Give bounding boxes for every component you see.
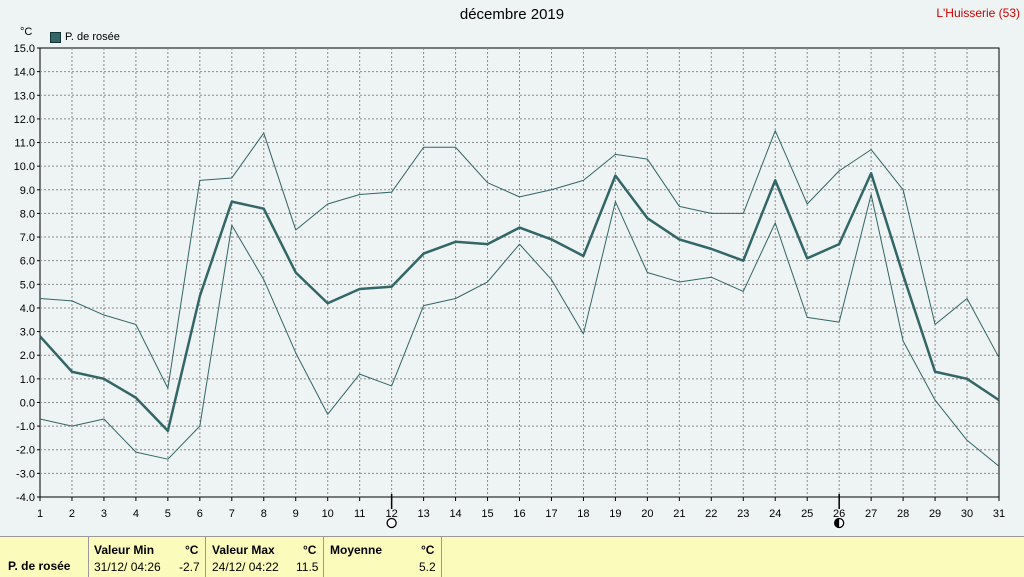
station-name: L'Huisserie (53) — [936, 6, 1020, 20]
stats-series-label: P. de rosée — [8, 559, 71, 573]
stats-max-date: 24/12/ 04:22 — [212, 560, 279, 574]
y-tick-label: 10.0 — [14, 161, 35, 173]
x-tick-label: 18 — [577, 508, 589, 520]
y-tick-label: 5.0 — [20, 279, 35, 291]
stats-max-header: Valeur Max — [212, 543, 275, 557]
y-tick-label: -2.0 — [16, 445, 35, 457]
series-line-mean — [39, 171, 1000, 433]
y-tick-label: 11.0 — [14, 138, 35, 150]
x-tick-label: 12 — [386, 508, 398, 520]
y-axis-unit: °C — [20, 26, 33, 38]
legend-swatch — [50, 31, 61, 43]
x-tick-label: 26 — [833, 508, 845, 520]
y-tick-label: 0.0 — [20, 397, 35, 409]
y-tick-label: 15.0 — [14, 43, 35, 55]
y-tick-label: 14.0 — [14, 67, 35, 79]
moon-quarter-shade — [834, 518, 840, 528]
y-tick-label: 2.0 — [20, 350, 35, 362]
series-line-min — [39, 194, 1000, 467]
x-tick-label: 30 — [961, 508, 973, 520]
stats-max-value: 11.5 — [296, 560, 319, 574]
y-tick-label: 9.0 — [20, 185, 35, 197]
stats-mean-header: Moyenne — [330, 543, 383, 557]
stats-min-unit: °C — [185, 543, 199, 557]
stats-min-header: Valeur Min — [94, 543, 155, 557]
y-tick-label: 12.0 — [14, 114, 35, 126]
x-tick-label: 13 — [417, 508, 429, 520]
x-tick-label: 3 — [101, 508, 107, 520]
x-tick-label: 4 — [133, 508, 139, 520]
legend: P. de rosée — [50, 31, 120, 43]
stats-mean: Moyenne °C 5.2 — [323, 537, 442, 577]
x-tick-label: 16 — [513, 508, 525, 520]
x-tick-label: 31 — [993, 508, 1005, 520]
x-tick-label: 29 — [929, 508, 941, 520]
x-tick-label: 27 — [865, 508, 877, 520]
x-tick-label: 10 — [322, 508, 334, 520]
y-tick-label: 1.0 — [20, 374, 35, 386]
x-tick-label: 5 — [165, 508, 171, 520]
x-tick-label: 14 — [449, 508, 461, 520]
y-tick-label: 3.0 — [20, 327, 35, 339]
x-tick-label: 23 — [737, 508, 749, 520]
stats-mean-unit: °C — [421, 543, 435, 557]
stats-min-value: -2.7 — [179, 560, 200, 574]
x-tick-label: 1 — [37, 508, 43, 520]
y-tick-label: 4.0 — [20, 303, 35, 315]
chart-title: décembre 2019 — [459, 6, 565, 23]
x-tick-label: 2 — [69, 508, 75, 520]
x-tick-label: 25 — [801, 508, 813, 520]
x-tick-label: 19 — [609, 508, 621, 520]
stats-max-unit: °C — [303, 543, 317, 557]
x-tick-label: 17 — [545, 508, 557, 520]
x-tick-label: 6 — [197, 508, 203, 520]
stats-panel: P. de rosée Valeur Min °C 31/12/ 04:26 -… — [0, 536, 1024, 577]
y-tick-label: 6.0 — [20, 256, 35, 268]
y-tick-label: 13.0 — [14, 90, 35, 102]
y-tick-label: -1.0 — [16, 421, 35, 433]
x-tick-label: 24 — [769, 508, 781, 520]
y-tick-label: -3.0 — [16, 468, 35, 480]
x-tick-label: 21 — [673, 508, 685, 520]
y-tick-label: -4.0 — [16, 492, 35, 504]
stats-min-date: 31/12/ 04:26 — [94, 560, 161, 574]
stats-max: Valeur Max °C 24/12/ 04:22 11.5 — [205, 537, 322, 577]
x-tick-label: 9 — [293, 508, 299, 520]
legend-label: P. de rosée — [65, 31, 120, 43]
dewpoint-chart: 15.014.013.012.011.010.09.08.07.06.05.04… — [14, 43, 1005, 529]
x-tick-label: 15 — [481, 508, 493, 520]
x-tick-label: 8 — [261, 508, 267, 520]
y-tick-label: 7.0 — [20, 232, 35, 244]
moon-new-icon — [386, 517, 397, 529]
y-tick-label: 8.0 — [20, 208, 35, 220]
stats-min: Valeur Min °C 31/12/ 04:26 -2.7 — [88, 537, 205, 577]
series-line-max — [39, 130, 1000, 389]
stats-mean-value: 5.2 — [419, 560, 436, 574]
x-tick-label: 20 — [641, 508, 653, 520]
x-tick-label: 11 — [354, 508, 365, 520]
x-tick-label: 22 — [705, 508, 717, 520]
x-tick-label: 7 — [229, 508, 235, 520]
x-tick-label: 28 — [897, 508, 909, 520]
